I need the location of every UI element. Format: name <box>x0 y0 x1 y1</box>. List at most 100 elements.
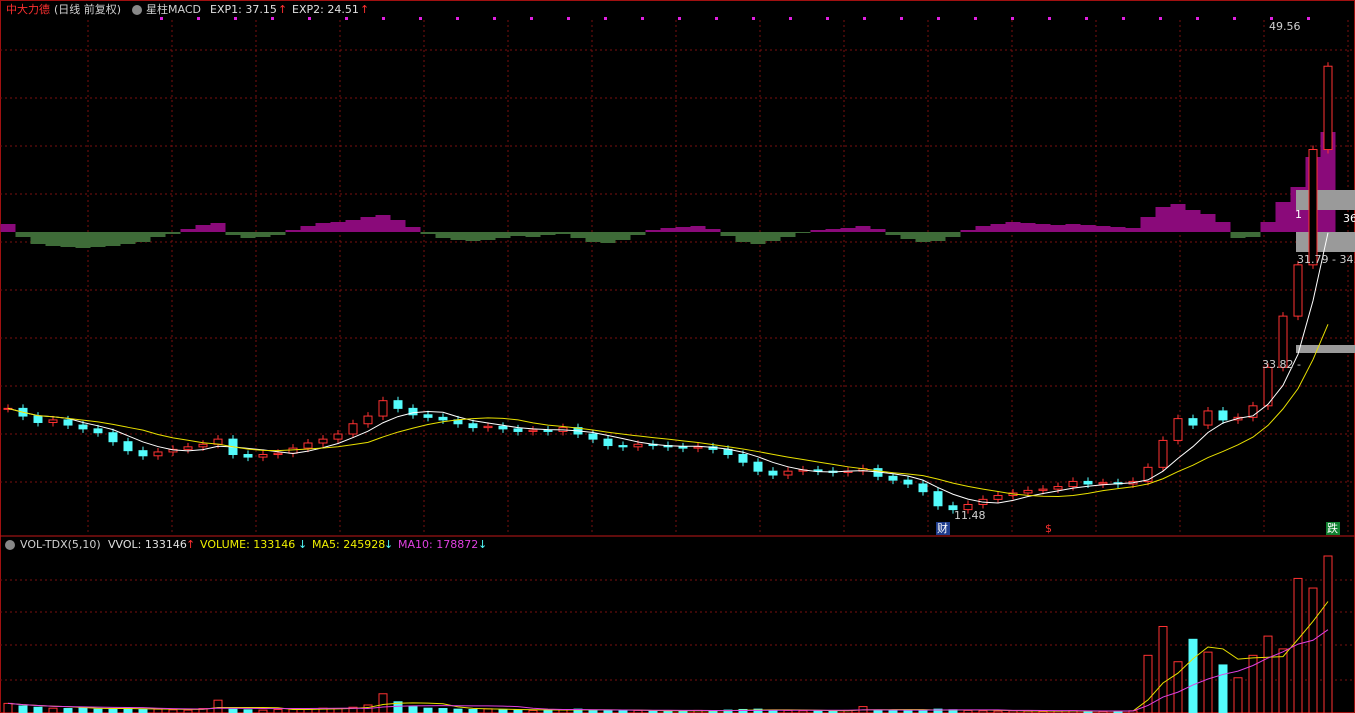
signal-dot <box>1270 17 1273 20</box>
candle <box>768 470 778 476</box>
candle <box>543 429 553 432</box>
macd-bar <box>1185 210 1201 232</box>
macd-bar <box>1215 222 1231 232</box>
marker: 1 <box>1295 208 1302 221</box>
macd-bar <box>240 232 256 238</box>
macd-bar <box>930 232 946 241</box>
macd-bar <box>555 232 571 234</box>
signal-dot <box>1159 17 1162 20</box>
candle <box>783 470 793 476</box>
signal-dot <box>789 17 792 20</box>
candle <box>528 429 538 432</box>
signal-dot <box>1085 17 1088 20</box>
candle <box>963 503 973 511</box>
macd-bar <box>1065 224 1081 232</box>
macd-bar <box>1275 202 1291 232</box>
macd-bar <box>885 232 901 235</box>
candle <box>993 495 1003 500</box>
exp1: EXP1: 37.15 <box>210 3 277 16</box>
volume-bar <box>1323 555 1333 713</box>
ma10: MA10: 178872 <box>398 538 478 551</box>
candle <box>483 425 493 429</box>
candle <box>48 419 58 423</box>
candle <box>363 415 373 425</box>
signal-dot <box>1307 17 1310 20</box>
volume-bar <box>813 710 823 713</box>
indicator: 星柱MACD <box>146 2 201 16</box>
macd-bar <box>675 227 691 232</box>
macd-bar <box>300 226 316 232</box>
macd-bar <box>1125 228 1141 232</box>
macd-bar <box>210 223 226 232</box>
candles <box>3 62 1333 514</box>
low-label: 11.48 <box>954 509 986 522</box>
candle <box>303 442 313 449</box>
volume-bar <box>1218 664 1228 713</box>
macd-bar <box>270 232 286 235</box>
volume-bar <box>453 708 463 713</box>
candle <box>63 419 73 426</box>
signal-dot <box>1233 17 1236 20</box>
candle <box>378 400 388 417</box>
candle <box>1293 264 1303 317</box>
macd-bar <box>900 232 916 239</box>
macd-bar <box>45 232 61 246</box>
marker[interactable]: $ <box>1045 522 1052 535</box>
macd-bar <box>450 232 466 240</box>
volume-bar <box>1263 635 1273 713</box>
macd-bar <box>405 227 421 232</box>
volume-bar <box>1203 651 1213 713</box>
macd-bar <box>1095 226 1111 232</box>
candle <box>123 441 133 452</box>
volume-bar <box>138 708 148 713</box>
volume-bar <box>78 707 88 713</box>
signal-dot <box>715 17 718 20</box>
signal-dot <box>1011 17 1014 20</box>
signal-dot <box>160 17 163 20</box>
macd-bar <box>735 232 751 242</box>
candle <box>243 454 253 458</box>
badge <box>1326 522 1340 535</box>
volume-bar <box>1143 654 1153 713</box>
macd-bar <box>435 232 451 238</box>
macd-bar <box>780 232 796 237</box>
volume-bar <box>228 708 238 713</box>
candle <box>1038 488 1048 491</box>
signal-dot <box>456 17 459 20</box>
candle <box>738 454 748 463</box>
candle <box>423 414 433 418</box>
macd-bar <box>150 232 166 237</box>
volume-bar <box>48 707 58 713</box>
stock-name[interactable]: 中大力德 <box>6 2 50 16</box>
volume-bar <box>3 702 13 713</box>
candle <box>153 451 163 457</box>
macd-bar <box>0 224 16 232</box>
macd-bar <box>870 229 886 232</box>
candle <box>513 428 523 432</box>
macd-bar <box>480 232 496 240</box>
macd-bar <box>255 232 271 237</box>
toggle[interactable] <box>5 540 15 550</box>
volume-bar <box>273 708 283 713</box>
marker[interactable]: 跌 <box>1327 521 1338 535</box>
signal-dot <box>1196 17 1199 20</box>
marker[interactable]: 财 <box>937 521 948 535</box>
signal-dot <box>752 17 755 20</box>
signal-dot <box>900 17 903 20</box>
macd-bar <box>15 232 31 237</box>
grid <box>0 17 1355 681</box>
volume-bar <box>1278 648 1288 713</box>
candle <box>1143 466 1153 482</box>
macd-bar <box>1080 225 1096 232</box>
signal-dot <box>271 17 274 20</box>
toggle[interactable] <box>132 5 142 15</box>
macd-bar <box>165 232 181 234</box>
macd-bar <box>660 228 676 232</box>
macd-bar <box>945 232 961 237</box>
candle <box>918 483 928 493</box>
volume-bar <box>1233 677 1243 713</box>
macd-bar <box>1110 227 1126 232</box>
macd-bar <box>630 232 646 235</box>
macd-bar <box>855 226 871 232</box>
